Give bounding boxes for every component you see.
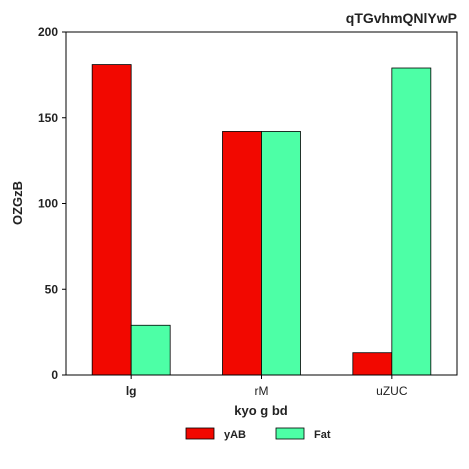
x-axis-label: kyo g bd (234, 403, 288, 418)
chart-title: qTGvhmQNlYwP (346, 10, 457, 26)
x-tick-label: rM (255, 384, 269, 398)
bar-Fat-lg (130, 324, 171, 376)
y-tick-label: 200 (38, 25, 58, 39)
x-axis-ticks: lg rM uZUC (126, 375, 408, 398)
legend-swatch-Fat (275, 427, 305, 440)
plot-area (65, 31, 458, 376)
bar-Fat-uZUC (391, 67, 432, 376)
y-axis-label: OZGzB (10, 181, 25, 225)
y-tick-label: 50 (45, 282, 59, 296)
y-tick-label: 0 (51, 368, 58, 382)
legend-swatch-yAB (185, 427, 215, 440)
bar-Fat-rM (261, 131, 301, 376)
legend-label-yAB: yAB (224, 429, 246, 441)
y-tick-label: 100 (38, 197, 58, 211)
bar-yAB-lg (91, 64, 132, 376)
legend-label-Fat: Fat (314, 429, 331, 441)
bar-yAB-uZUC (352, 352, 393, 376)
bar-yAB-rM (222, 131, 262, 376)
y-axis-ticks: 0 50 100 150 200 (38, 25, 66, 382)
x-tick-label: lg (126, 384, 137, 398)
x-tick-label: uZUC (376, 384, 408, 398)
y-tick-label: 150 (38, 111, 58, 125)
legend: yAB Fat (185, 427, 331, 441)
